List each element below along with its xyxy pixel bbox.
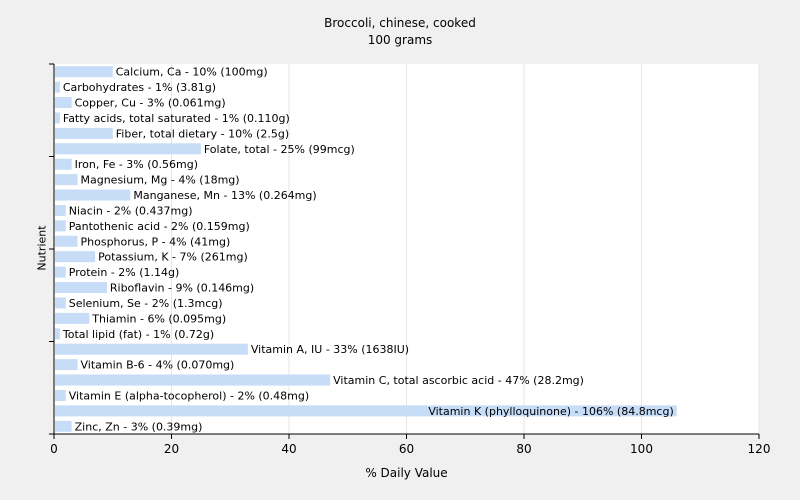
bar-label: Folate, total - 25% (99mcg) [204,143,355,156]
bar [55,112,60,124]
bar-label: Fiber, total dietary - 10% (2.5g) [116,127,289,140]
bar-label: Riboflavin - 9% (0.146mg) [110,282,254,295]
x-tick-label: 120 [748,442,771,456]
bar [55,158,72,170]
bar [55,420,72,432]
bar-label: Calcium, Ca - 10% (100mg) [116,66,268,79]
bar [55,297,66,309]
bar-label: Vitamin C, total ascorbic acid - 47% (28… [333,374,584,387]
bar-label: Potassium, K - 7% (261mg) [98,251,248,264]
bar [55,81,60,93]
bar-label: Protein - 2% (1.14g) [69,266,180,279]
chart-title: Broccoli, chinese, cooked [324,16,476,30]
bar [55,189,131,201]
bar-label: Vitamin A, IU - 33% (1638IU) [251,343,409,356]
y-axis-label: Nutrient [35,225,49,271]
bar [55,66,113,78]
x-tick-label: 100 [630,442,653,456]
bar [55,359,78,371]
bar-label: Carbohydrates - 1% (3.81g) [63,81,216,94]
bar-label: Pantothenic acid - 2% (0.159mg) [69,220,250,233]
bar-label: Manganese, Mn - 13% (0.264mg) [133,189,316,202]
bar-label: Copper, Cu - 3% (0.061mg) [75,97,226,110]
bar-label: Vitamin K (phylloquinone) - 106% (84.8mc… [428,405,673,418]
bar [55,143,201,155]
bar-label: Zinc, Zn - 3% (0.39mg) [75,420,203,433]
bar-label: Selenium, Se - 2% (1.3mcg) [69,297,223,310]
bar [55,235,78,247]
bar [55,389,66,401]
bar-label: Phosphorus, P - 4% (41mg) [81,235,231,248]
bar [55,374,331,386]
bar-label: Magnesium, Mg - 4% (18mg) [81,174,240,187]
bar [55,282,107,294]
bar [55,251,96,263]
bar-label: Thiamin - 6% (0.095mg) [91,312,226,325]
bar [55,127,113,139]
bar-label: Vitamin B-6 - 4% (0.070mg) [81,359,235,372]
bar-label: Fatty acids, total saturated - 1% (0.110… [63,112,290,125]
bar [55,174,78,186]
bar [55,97,72,109]
bar [55,220,66,232]
x-tick-label: 20 [164,442,179,456]
bar [55,405,677,417]
chart-subtitle: 100 grams [367,33,433,47]
x-tick-label: 0 [50,442,58,456]
bar-label: Iron, Fe - 3% (0.56mg) [75,158,198,171]
bar [55,266,66,278]
x-tick-label: 40 [281,442,296,456]
bar-label: Total lipid (fat) - 1% (0.72g) [62,328,214,341]
bar [55,204,66,216]
bar [55,312,90,324]
bar [55,328,60,340]
bar-label: Vitamin E (alpha-tocopherol) - 2% (0.48m… [69,389,309,402]
bar-label: Niacin - 2% (0.437mg) [69,204,193,217]
x-axis-label: % Daily Value [365,466,448,480]
bar [55,343,248,355]
x-tick-label: 80 [516,442,531,456]
x-tick-label: 60 [399,442,414,456]
